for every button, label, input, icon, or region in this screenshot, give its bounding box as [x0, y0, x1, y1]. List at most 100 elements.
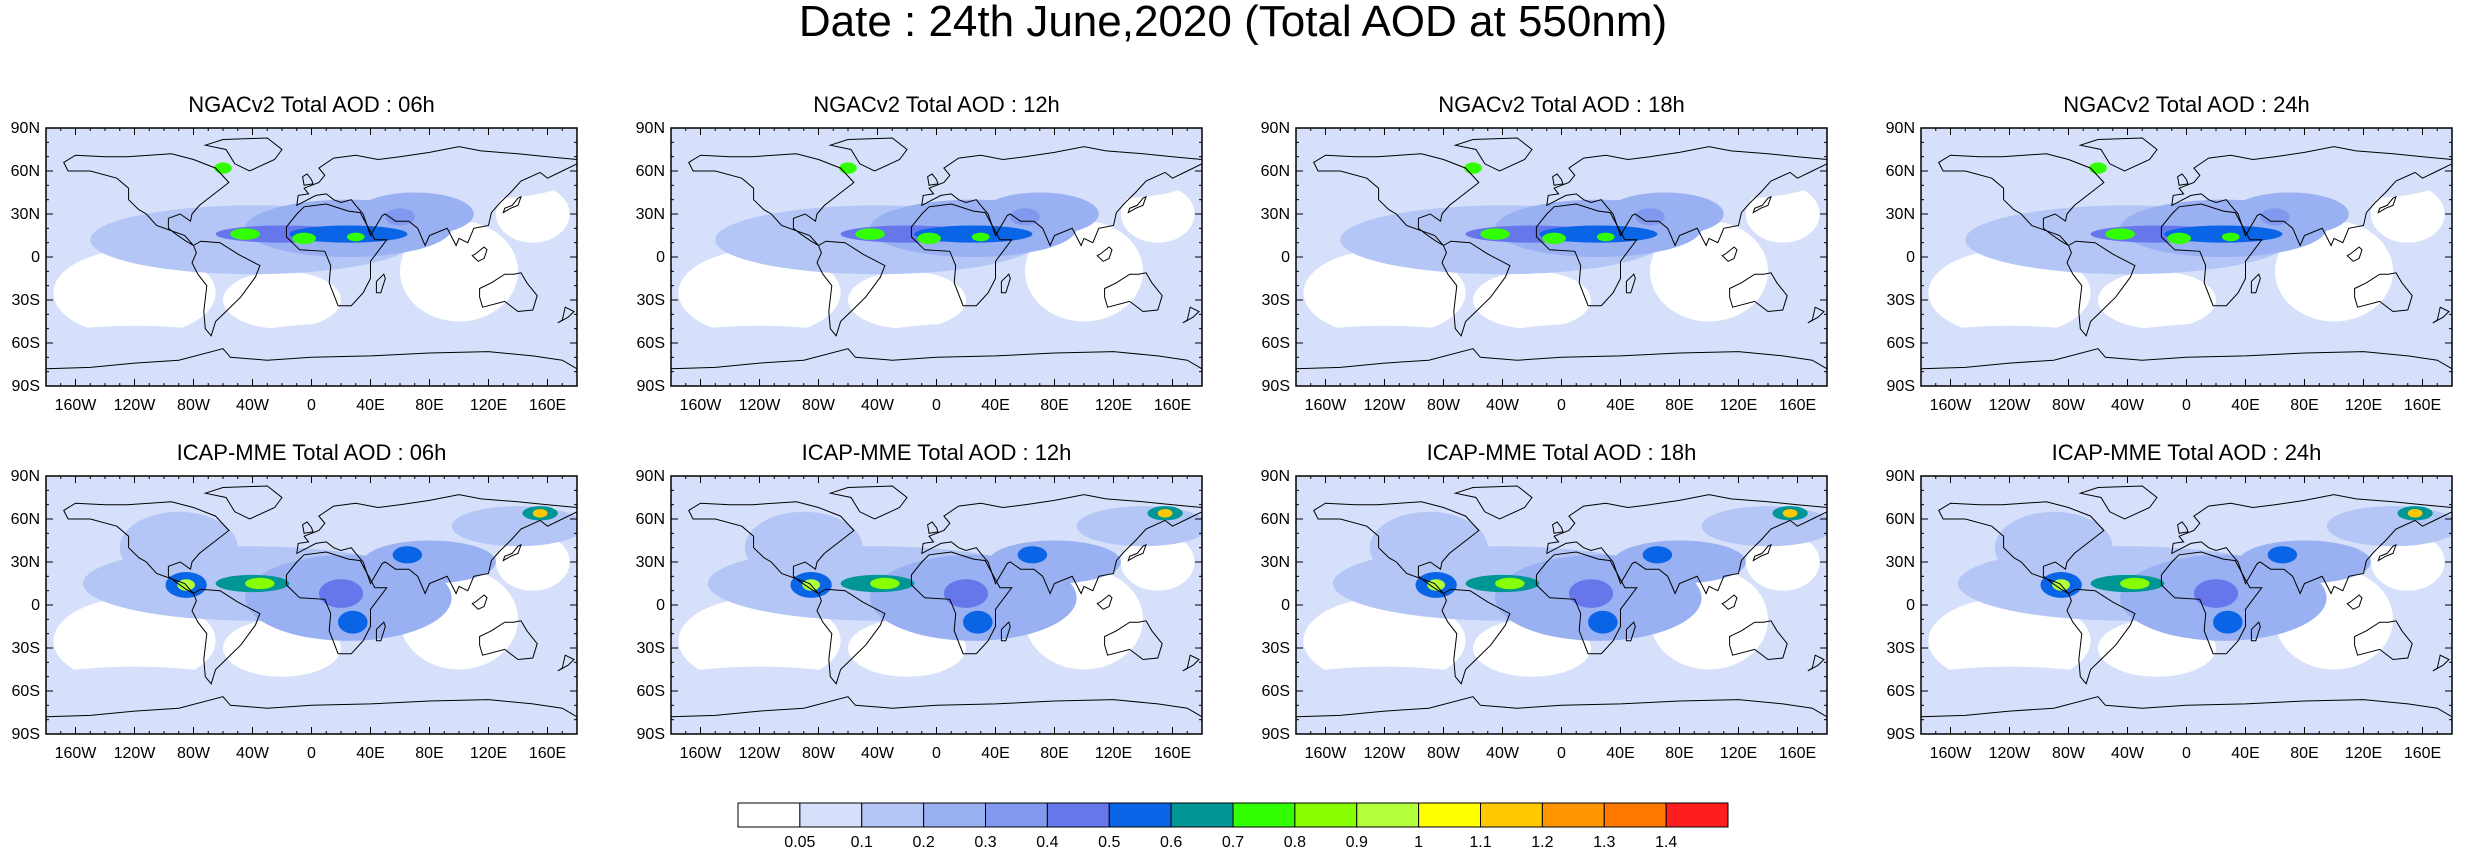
- coastline-south-america: [816, 240, 886, 337]
- coastline-madagascar: [2250, 621, 2261, 642]
- lon-label: 0: [932, 397, 941, 414]
- lon-label: 160E: [1154, 745, 1191, 762]
- coastline-madagascar: [1625, 621, 1636, 642]
- aod-plume: [1076, 506, 1202, 547]
- aod-plume: [1157, 508, 1173, 518]
- coastline-south-america: [2066, 588, 2136, 685]
- coastline-uk: [2177, 521, 2189, 534]
- coastlines: [671, 485, 1202, 734]
- colorbar-label: 1.3: [1593, 834, 1615, 851]
- lon-label: 120E: [470, 745, 507, 762]
- aod-plume: [1596, 232, 1615, 242]
- lat-label: 0: [656, 249, 665, 266]
- aod-plume: [1605, 192, 1724, 236]
- lon-label: 80W: [177, 397, 211, 414]
- aod-plume: [532, 508, 548, 518]
- lon-label: 80E: [1040, 745, 1068, 762]
- coastline-antarctica: [46, 696, 577, 734]
- lat-label: 90S: [1887, 378, 1915, 395]
- coastline-new-zealand: [557, 654, 575, 672]
- aod-plume: [245, 577, 275, 590]
- coastline-borneo: [2346, 594, 2363, 610]
- coastline-uk: [927, 521, 939, 534]
- lon-label: 160E: [529, 397, 566, 414]
- lat-label: 90S: [12, 378, 40, 395]
- coastline-greenland: [203, 137, 283, 172]
- lat-label: 90N: [636, 120, 665, 137]
- coastline-antarctica: [1921, 696, 2452, 734]
- coastline-africa: [910, 203, 1013, 307]
- map-panel: ICAP-MME Total AOD : 06h 90N 60N 30N 0 30S 60S…: [0, 440, 623, 780]
- aod-plume: [2282, 158, 2445, 199]
- coastline-eurasia: [921, 146, 1202, 247]
- aod-plume: [2164, 225, 2283, 243]
- aod-plume: [914, 225, 1033, 243]
- map-panel: ICAP-MME Total AOD : 24h 90N 60N 30N 0 30S 60S…: [1875, 440, 2466, 780]
- aod-plume: [1642, 546, 1673, 564]
- clean-air-patch: [1745, 185, 1820, 243]
- coastline-japan: [502, 543, 522, 562]
- lon-label: 120W: [739, 745, 782, 762]
- aod-plume: [451, 506, 577, 547]
- colorbar-box: [1541, 802, 1605, 828]
- aod-plume: [917, 232, 941, 245]
- aod-plume: [318, 579, 364, 608]
- aod-plume: [1994, 511, 2113, 584]
- lat-label: 30S: [12, 292, 40, 309]
- coastline-new-zealand: [557, 306, 575, 324]
- colorbar-label: 0.1: [851, 834, 873, 851]
- colorbar-box: [861, 802, 925, 828]
- colorbar-label: 0.4: [1036, 834, 1058, 851]
- clean-air-patch: [1745, 533, 1820, 591]
- coastline-north-america: [1938, 153, 2105, 246]
- coastline-japan: [502, 195, 522, 214]
- colorbar-box: [1108, 802, 1172, 828]
- figure-title: Date : 24th June,2020 (Total AOD at 550n…: [798, 0, 1668, 46]
- coastlines: [1296, 485, 1827, 734]
- lat-label: 30N: [11, 206, 40, 223]
- aod-plume: [1921, 666, 2113, 702]
- lat-label: 30S: [1887, 292, 1915, 309]
- aod-plume: [2167, 232, 2191, 245]
- clean-air-patch: [223, 271, 341, 329]
- lat-label: 30N: [1886, 206, 1915, 223]
- aod-colorbar: 0.05 0.1 0.2 0.3 0.4 0.5 0.6 0.7 0.8 0.9 1 1.1 1.2 1.…: [737, 802, 1729, 851]
- clean-air-patch: [53, 597, 216, 684]
- world-map: 90N 60N 30N 0 30S 60S 90S 160W 120W 80W 40W 0 40E 80E…: [1261, 468, 1828, 762]
- coastline-madagascar: [1625, 273, 1636, 294]
- lon-label: 40E: [981, 397, 1009, 414]
- colorbar-box: [985, 802, 1048, 828]
- lat-label: 30S: [1887, 640, 1915, 657]
- lon-label: 80W: [2052, 745, 2086, 762]
- lon-label: 40W: [2111, 397, 2145, 414]
- lon-label: 40E: [1606, 397, 1634, 414]
- aod-plume: [237, 322, 474, 358]
- lat-label: 90N: [1261, 468, 1290, 485]
- aod-plume: [292, 232, 316, 245]
- lat-label: 90S: [12, 726, 40, 743]
- aod-plume: [1296, 666, 1488, 702]
- coastlines: [1921, 137, 2452, 386]
- aod-plume: [119, 511, 238, 584]
- aod-plume: [1495, 577, 1525, 590]
- colorbar-label: 0.2: [913, 834, 935, 851]
- lat-label: 60S: [12, 335, 40, 352]
- panel-title: ICAP-MME Total AOD : 12h: [801, 440, 1072, 465]
- panel-title: NGACv2 Total AOD : 18h: [1438, 92, 1685, 117]
- colorbar-label: 0.05: [784, 834, 815, 851]
- lon-label: 40E: [981, 745, 1009, 762]
- colorbar-box: [1418, 802, 1481, 828]
- lat-label: 60N: [636, 163, 665, 180]
- aod-plume: [2193, 579, 2239, 608]
- lat-label: 60N: [1886, 163, 1915, 180]
- lat-label: 90N: [1886, 468, 1915, 485]
- lon-label: 40W: [236, 745, 270, 762]
- lat-label: 30N: [11, 554, 40, 571]
- lon-label: 80W: [2052, 397, 2086, 414]
- clean-air-patch: [2370, 185, 2445, 243]
- aod-plume: [2238, 540, 2371, 584]
- colorbar-box: [1294, 802, 1358, 828]
- map-panel: ICAP-MME Total AOD : 18h 90N 60N 30N 0 30S 60S…: [1250, 440, 1873, 780]
- lat-label: 0: [656, 597, 665, 614]
- lon-label: 160W: [680, 397, 723, 414]
